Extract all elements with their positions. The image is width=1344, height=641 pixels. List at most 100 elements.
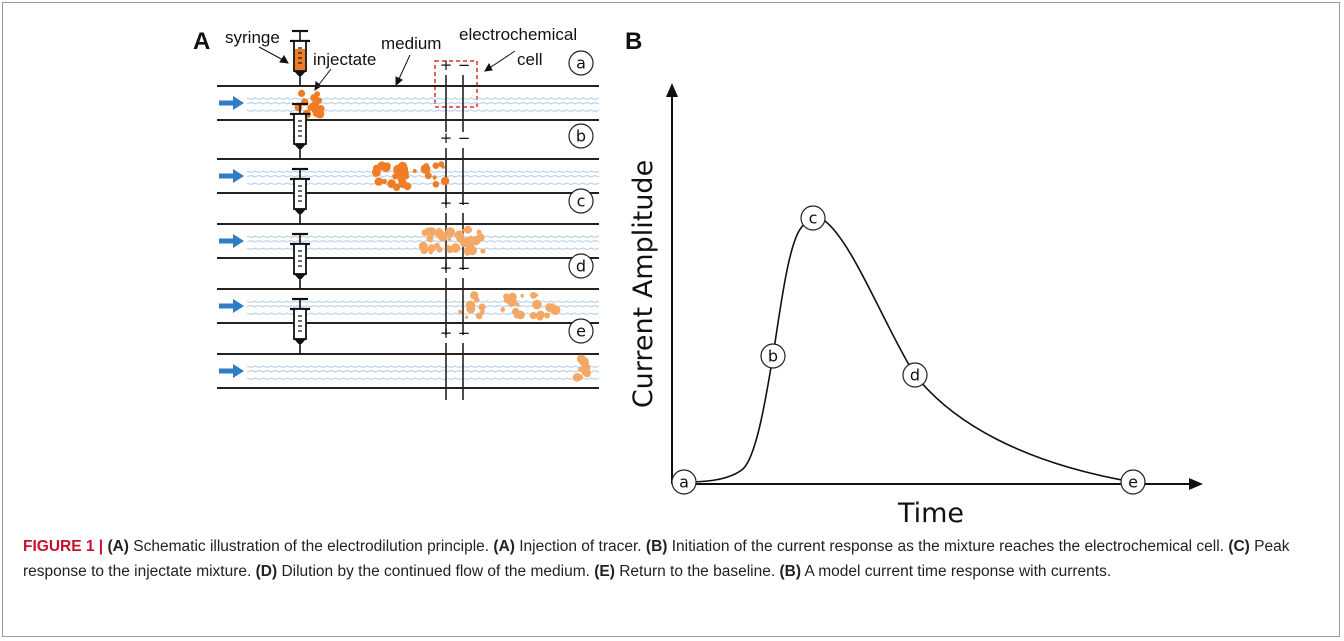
medium-wave bbox=[246, 97, 600, 100]
stage-a: + − a bbox=[217, 29, 600, 132]
injectate-particle bbox=[480, 309, 485, 315]
figure-caption: FIGURE 1 | (A) Schematic illustration of… bbox=[23, 534, 1323, 584]
stage-marker-text: e bbox=[576, 322, 586, 341]
electrode-plus-sign: + bbox=[440, 259, 453, 277]
electrode-minus-sign: − bbox=[458, 259, 471, 277]
medium-wave bbox=[246, 175, 600, 178]
injectate-particle bbox=[441, 165, 445, 169]
flow-arrow-head bbox=[233, 364, 244, 378]
injectate-particle bbox=[315, 109, 325, 119]
electrode-minus-sign: − bbox=[458, 194, 471, 212]
medium-wave bbox=[246, 370, 600, 373]
curve-marker-label: c bbox=[809, 209, 818, 228]
caption-text: A model current time response with curre… bbox=[801, 563, 1112, 580]
caption-panel-ref: (B) bbox=[779, 563, 801, 580]
panel-b-label: B bbox=[625, 28, 642, 55]
injectate-particle bbox=[424, 172, 432, 180]
stage-marker-text: d bbox=[576, 257, 586, 276]
y-axis-label: Current Amplitude bbox=[628, 160, 659, 408]
injectate-particle bbox=[469, 235, 473, 240]
injectate-particle bbox=[432, 181, 440, 188]
injectate-particle bbox=[381, 178, 387, 185]
caption-panel-ref: (B) bbox=[645, 538, 668, 555]
injectate-particle bbox=[440, 176, 450, 186]
injectate-particle bbox=[500, 307, 506, 312]
stage-marker-d: d bbox=[568, 253, 594, 279]
curve-marker-label: b bbox=[768, 347, 778, 366]
injectate-particle bbox=[475, 312, 483, 320]
caption-panel-ref: (E) bbox=[594, 563, 615, 580]
injectate-particle bbox=[387, 179, 396, 189]
syringe-fill bbox=[295, 49, 305, 70]
electrode-plus-sign: + bbox=[440, 194, 453, 212]
injectate-particle bbox=[583, 369, 591, 378]
curve-marker-label: a bbox=[679, 473, 689, 492]
syringe-label: syringe bbox=[225, 28, 280, 47]
injectate-particle bbox=[463, 247, 471, 255]
caption-text: Injection of tracer. bbox=[514, 538, 646, 555]
electrode-minus-sign: − bbox=[458, 129, 471, 147]
injectate-particle bbox=[544, 312, 551, 319]
injectate-particle bbox=[468, 239, 472, 243]
injectate-particle bbox=[371, 168, 381, 177]
injectate-particle bbox=[374, 177, 383, 186]
electrode-plus-sign: + bbox=[440, 56, 453, 74]
caption-panel-ref: (C) bbox=[1228, 538, 1250, 555]
injectate-particle bbox=[465, 315, 469, 319]
medium-wave bbox=[246, 377, 600, 380]
panel-a-label: A bbox=[193, 28, 210, 55]
stage-marker-b: b bbox=[568, 123, 594, 149]
injectate-particle bbox=[515, 302, 520, 307]
x-axis-arrowhead bbox=[1189, 478, 1203, 490]
injectate-particle bbox=[381, 163, 391, 172]
cell-label: cell bbox=[517, 50, 543, 69]
stage-marker-text: a bbox=[576, 54, 586, 73]
electrode-minus-sign: − bbox=[458, 324, 471, 342]
x-axis-label: Time bbox=[897, 498, 964, 529]
injectate-particle bbox=[307, 104, 315, 111]
medium-label: medium bbox=[381, 34, 441, 53]
injectate-particle bbox=[464, 225, 472, 234]
stage-marker-a: a bbox=[568, 50, 594, 76]
caption-text: Peak response to the injectate mixture. bbox=[23, 538, 1290, 580]
injectate-particle bbox=[395, 166, 404, 176]
injectate-particle bbox=[298, 89, 306, 97]
injectate-particle bbox=[454, 230, 464, 240]
caption-panel-ref: (D) bbox=[255, 563, 278, 580]
injectate-particle bbox=[399, 178, 405, 184]
stage-marker-e: e bbox=[568, 318, 594, 344]
injectate-particle bbox=[465, 300, 476, 310]
figure-graphic: A syringe injectate medium electrochemic… bbox=[193, 25, 1203, 529]
injectate-particle bbox=[480, 248, 486, 254]
curve-marker-e: e bbox=[1120, 469, 1146, 495]
flow-arrow-head bbox=[233, 234, 244, 248]
injectate-particle bbox=[508, 292, 517, 302]
injectate-particle bbox=[471, 236, 481, 246]
electrode-plus-sign: + bbox=[440, 324, 453, 342]
injectate-particle bbox=[420, 246, 429, 254]
curve-marker-d: d bbox=[902, 362, 928, 388]
injectate-particle bbox=[514, 313, 520, 319]
injectate-particle bbox=[520, 294, 524, 298]
injectate-particle bbox=[458, 309, 463, 314]
y-axis-arrowhead bbox=[666, 83, 678, 97]
caption-text: Dilution by the continued flow of the me… bbox=[277, 563, 595, 580]
cell-highlight-box bbox=[434, 60, 478, 108]
flow-arrow-shaft bbox=[219, 303, 233, 309]
injectate-particle bbox=[421, 229, 429, 237]
injectate-particle bbox=[576, 374, 584, 381]
panel-a-schematic: A syringe injectate medium electrochemic… bbox=[193, 25, 600, 400]
injectate-particle bbox=[464, 241, 468, 246]
injectate-particle bbox=[438, 232, 448, 242]
curve-marker-label: d bbox=[910, 366, 920, 385]
injectate-particle bbox=[314, 91, 321, 97]
flow-arrow-head bbox=[233, 96, 244, 110]
stage-marker-text: b bbox=[576, 127, 586, 146]
stage-marker-c: c bbox=[568, 188, 594, 214]
injectate-particle bbox=[529, 312, 537, 320]
panel-b-chart: B Current Amplitude Time a b c d e bbox=[625, 28, 1203, 529]
caption-figure-label: FIGURE 1 | bbox=[23, 538, 108, 555]
curve-marker-b: b bbox=[760, 343, 786, 369]
stage-b: + − b bbox=[217, 102, 600, 205]
